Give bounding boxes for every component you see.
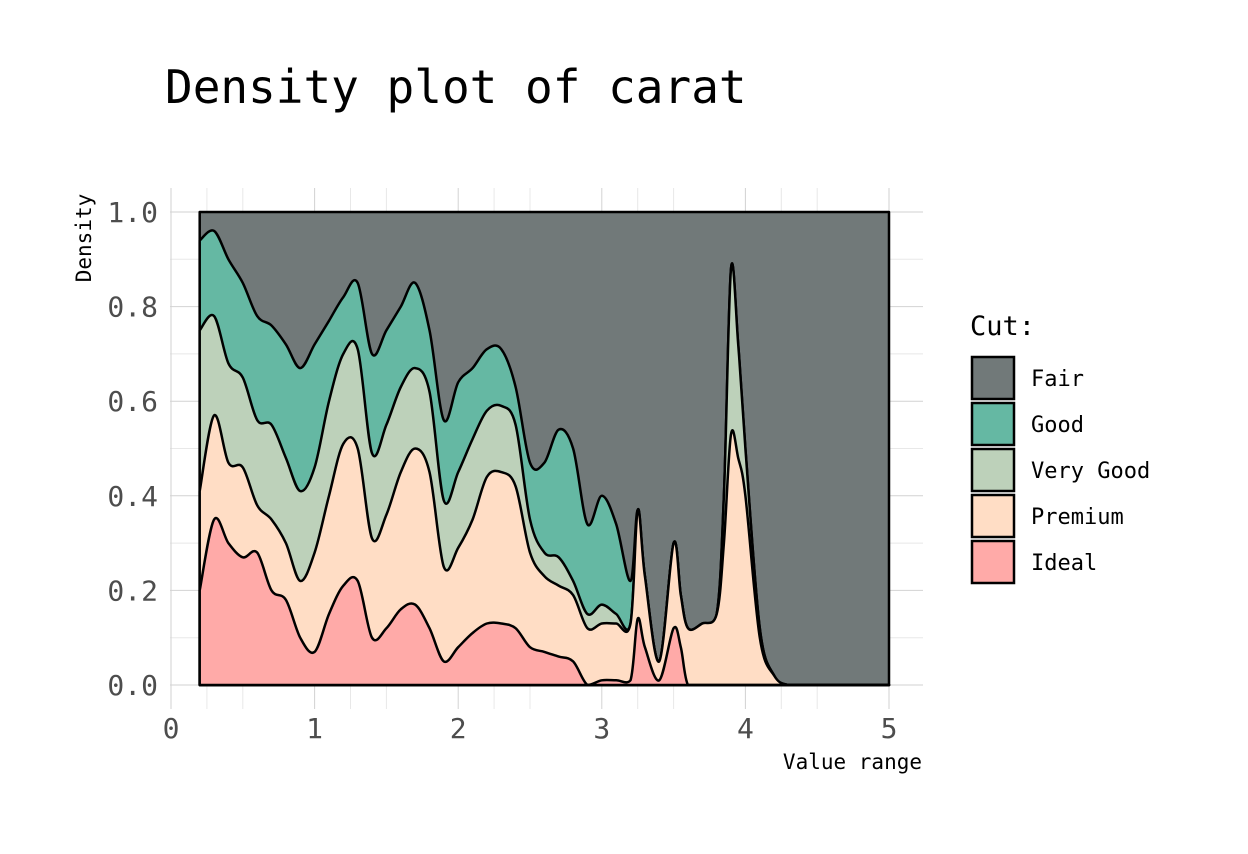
y-tick-label: 0.8 [107,291,158,324]
legend-label: Premium [1031,505,1124,530]
stacked-areas [198,210,891,687]
area-premium [198,414,891,687]
legend-label: Very Good [1031,459,1150,484]
y-axis-label: Density [72,194,96,283]
legend-swatch [970,539,1016,585]
y-tick-label: 0.6 [107,385,158,418]
x-axis-ticks: 0 1 2 3 4 5 [163,712,898,745]
legend-swatch [970,355,1016,401]
chart-title: Density plot of carat [165,60,747,114]
legend-label: Good [1031,413,1084,438]
x-axis-label: Value range [783,750,922,774]
legend-swatch [970,401,1016,447]
y-axis-ticks: 0.0 0.2 0.4 0.6 0.8 1.0 [107,196,158,702]
legend-swatch [970,493,1016,539]
y-tick-label: 0.0 [107,669,158,702]
legend: Cut: Fair Good Very Good Premium Ideal [970,311,1150,585]
legend-swatch [970,447,1016,493]
x-tick-label: 1 [306,712,323,745]
legend-label: Fair [1031,367,1084,392]
x-tick-label: 2 [450,712,467,745]
y-tick-label: 0.2 [107,574,158,607]
x-tick-label: 4 [737,712,754,745]
legend-title: Cut: [970,311,1035,342]
area-ideal [198,516,891,687]
legend-label: Ideal [1031,551,1097,576]
y-tick-label: 0.4 [107,480,158,513]
x-tick-label: 0 [163,712,180,745]
x-tick-label: 3 [593,712,610,745]
y-tick-label: 1.0 [107,196,158,229]
x-tick-label: 5 [881,712,898,745]
